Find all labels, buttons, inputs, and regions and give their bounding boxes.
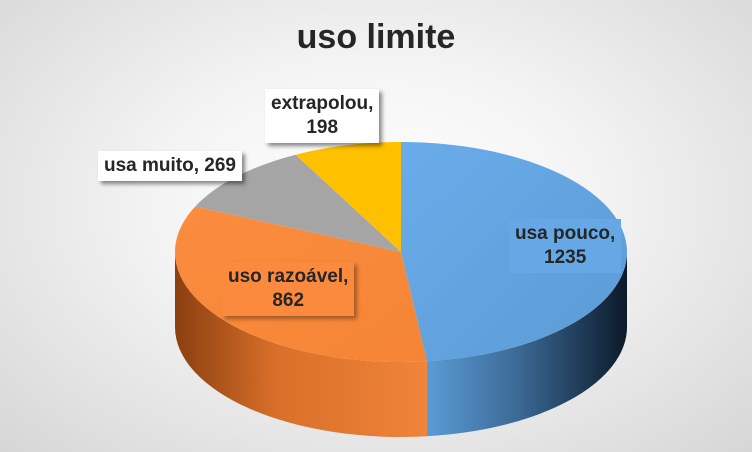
data-label-value: 862 — [272, 290, 305, 311]
data-label-text: uso razoável, — [228, 266, 349, 287]
data-label-text: extrapolou, — [271, 93, 374, 114]
pie-slice-usa-muito — [195, 154, 401, 252]
data-label-usa-pouco: usa pouco, 1235 — [509, 219, 622, 273]
pie-slice-extrapolou — [295, 142, 401, 252]
pie-side-uso-razoavel — [174, 252, 427, 437]
data-label-uso-razoavel: uso razoável, 862 — [222, 262, 355, 316]
data-label-text: usa muito, 269 — [104, 155, 236, 176]
data-label-text: usa pouco, — [515, 223, 616, 244]
data-label-extrapolou: extrapolou, 198 — [265, 89, 380, 143]
data-label-usa-muito: usa muito, 269 — [98, 151, 242, 181]
chart-title: uso limite — [296, 18, 456, 56]
pie-side-walls — [174, 252, 627, 437]
data-label-value: 1235 — [544, 247, 587, 268]
data-label-value: 198 — [306, 117, 339, 138]
pie-side-usa-pouco — [426, 252, 627, 437]
